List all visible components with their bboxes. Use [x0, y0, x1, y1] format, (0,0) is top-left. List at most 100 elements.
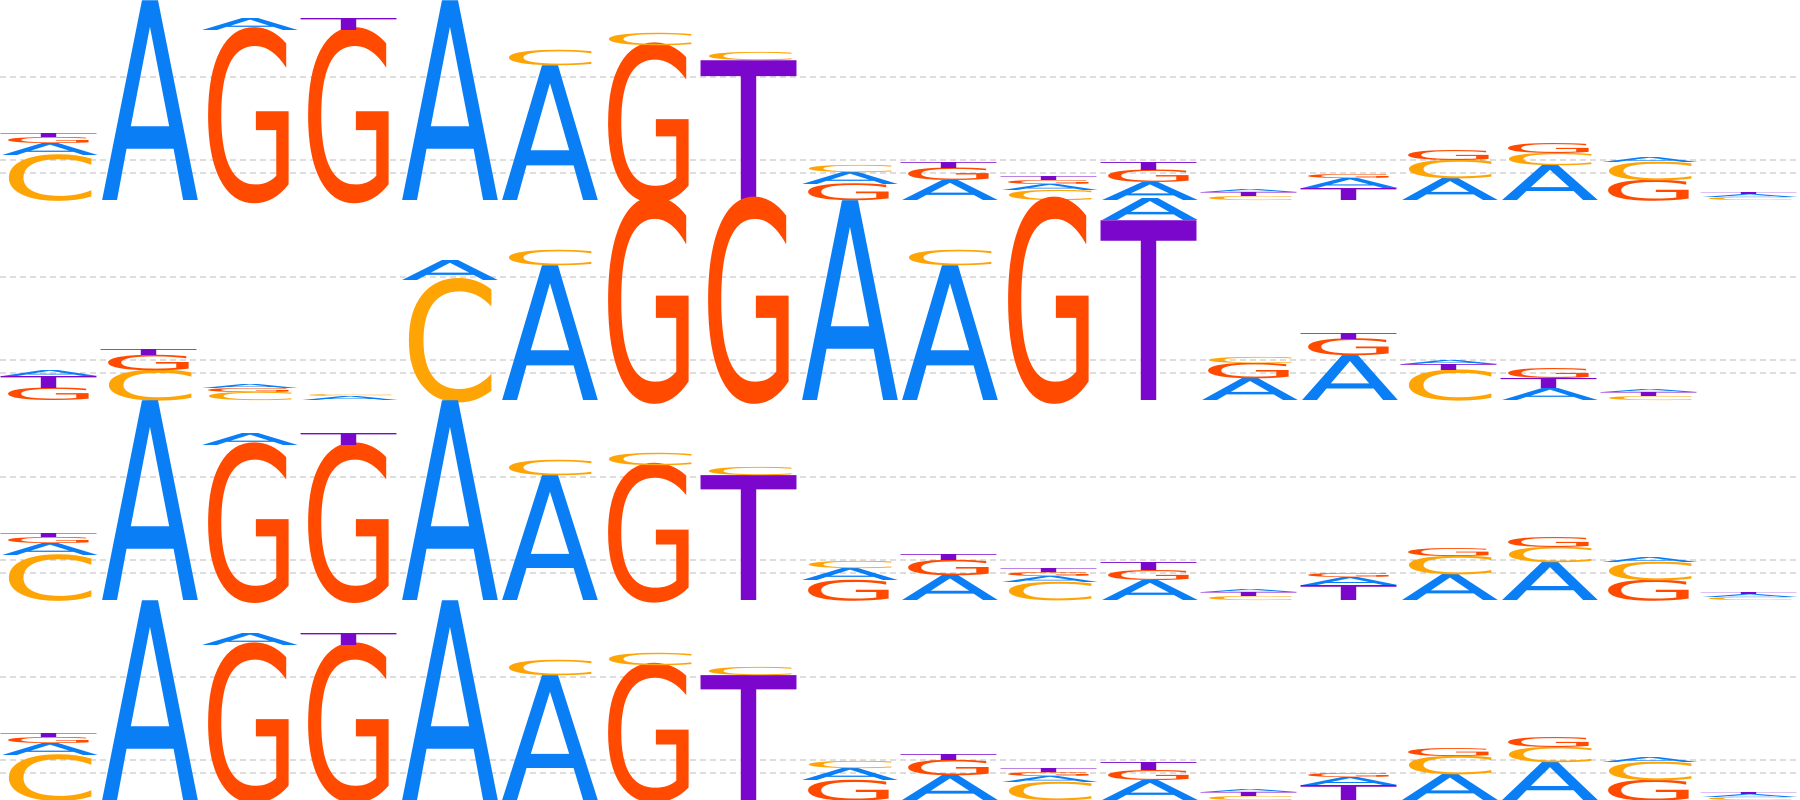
logo-letter-T: T: [1100, 172, 1197, 459]
logo-letter-G: G: [601, 430, 699, 645]
logo-letter-A: A: [1001, 574, 1099, 584]
logo-letter-G: G: [601, 630, 699, 800]
logo-letter-C: C: [1, 743, 99, 800]
logo-letter-T: T: [1100, 560, 1197, 573]
logo-letter-T: T: [1700, 791, 1798, 794]
logo-letter-A: A: [801, 169, 899, 188]
logo-letter-C: C: [1401, 551, 1499, 580]
logo-letter-G: G: [201, 604, 299, 800]
logo-letter-A: A: [901, 768, 999, 800]
logo-letter-A: A: [401, 0, 499, 265]
logo-letter-T: T: [900, 552, 997, 562]
logo-letter-A: A: [1501, 752, 1599, 800]
logo-letter-C: C: [601, 30, 699, 49]
logo-letter-G: G: [901, 165, 999, 184]
logo-letter-G: G: [1001, 571, 1099, 577]
logo-letter-A: A: [901, 568, 999, 608]
logo-letter-C: C: [1501, 743, 1599, 767]
logo-letter-T: T: [100, 347, 197, 357]
logo-letter-C: C: [1401, 155, 1499, 184]
logo-letter-C: C: [301, 393, 399, 396]
logo-letter-C: C: [1201, 355, 1299, 365]
logo-letter-A: A: [801, 146, 899, 466]
logo-letter-A: A: [1701, 793, 1799, 798]
logo-letter-C: C: [1001, 577, 1099, 606]
logo-letter-C: C: [401, 248, 499, 439]
logo-letter-A: A: [901, 175, 999, 207]
logo-letter-T: T: [1300, 331, 1397, 341]
logo-letter-A: A: [401, 546, 499, 800]
logo-letter-T: T: [900, 752, 997, 762]
logo-letter-T: T: [1100, 760, 1197, 773]
logo-letter-A: A: [501, 442, 599, 642]
logo-letter-T: T: [700, 23, 797, 246]
logo-letter-G: G: [301, 404, 399, 651]
logo-letter-C: C: [701, 465, 799, 478]
logo-letter-C: C: [1401, 362, 1499, 410]
logo-letter-T: T: [900, 160, 997, 170]
logo-letter-C: C: [1001, 187, 1099, 203]
logo-letter-A: A: [1, 540, 99, 559]
logo-letter-C: C: [1501, 150, 1599, 169]
logo-letter-G: G: [1301, 335, 1399, 360]
logo-letter-G: G: [801, 575, 899, 607]
logo-letter-C: C: [1601, 557, 1699, 586]
logo-letter-C: C: [801, 559, 899, 570]
logo-letter-G: G: [1401, 746, 1499, 759]
logo-letter-G: G: [1101, 167, 1199, 186]
logo-letter-A: A: [501, 642, 599, 800]
logo-letter-A: A: [1501, 552, 1599, 612]
logo-letter-A: A: [101, 0, 199, 265]
logo-letter-T: T: [1200, 191, 1298, 197]
logo-letter-G: G: [801, 775, 899, 800]
logo-letter-A: A: [1001, 774, 1099, 784]
logo-letter-G: G: [1101, 568, 1199, 584]
logo-letter-C: C: [1701, 196, 1799, 201]
logo-letter-C: C: [701, 665, 799, 678]
logo-letter-T: T: [0, 732, 97, 738]
logo-letter-A: A: [1401, 172, 1499, 207]
logo-letter-A: A: [1501, 385, 1599, 404]
logo-letter-G: G: [801, 180, 899, 205]
logo-letter-C: C: [701, 50, 799, 63]
logo-letter-A: A: [1401, 767, 1499, 800]
logo-letter-A: A: [1, 740, 99, 759]
logo-letter-A: A: [801, 765, 899, 784]
logo-letter-G: G: [1501, 535, 1599, 551]
logo-letter-A: A: [1301, 775, 1399, 788]
logo-letter-C: C: [501, 246, 599, 270]
logo-letter-G: G: [1401, 546, 1499, 559]
logo-letter-A: A: [1401, 359, 1499, 365]
logo-letter-T: T: [1100, 160, 1197, 173]
logo-letter-C: C: [1601, 757, 1699, 786]
logo-letter-G: G: [1, 385, 99, 404]
logo-letter-C: C: [1501, 543, 1599, 567]
logo-letter-C: C: [1201, 595, 1299, 601]
logo-letter-A: A: [1001, 182, 1099, 192]
logo-letter-A: A: [1301, 175, 1399, 191]
logo-letter-T: T: [300, 430, 397, 449]
logo-letter-C: C: [501, 656, 599, 680]
logo-letter-A: A: [201, 430, 299, 449]
logo-letter-G: G: [1301, 772, 1399, 778]
logo-letter-G: G: [1201, 359, 1299, 383]
logo-letter-G: G: [1101, 768, 1199, 784]
logo-letter-C: C: [1201, 195, 1299, 201]
logo-letter-G: G: [1301, 173, 1399, 179]
logo-letter-A: A: [1201, 188, 1299, 193]
logo-letter-A: A: [1, 140, 99, 159]
logo-letter-A: A: [1701, 193, 1799, 198]
logo-letter-G: G: [1, 135, 99, 145]
logo-letter-G: G: [1601, 175, 1699, 207]
logo-letter-G: G: [1001, 179, 1099, 185]
logo-letter-G: G: [1601, 775, 1699, 800]
logo-letter-T: T: [300, 630, 397, 649]
logo-letter-G: G: [1301, 572, 1399, 578]
logo-letter-G: G: [1, 735, 99, 745]
logo-letter-A: A: [1201, 372, 1299, 407]
logo-letter-G: G: [701, 147, 799, 465]
logo-letter-G: G: [1601, 575, 1699, 607]
logo-letter-C: C: [1201, 795, 1299, 800]
logo-letter-G: G: [1501, 141, 1599, 157]
